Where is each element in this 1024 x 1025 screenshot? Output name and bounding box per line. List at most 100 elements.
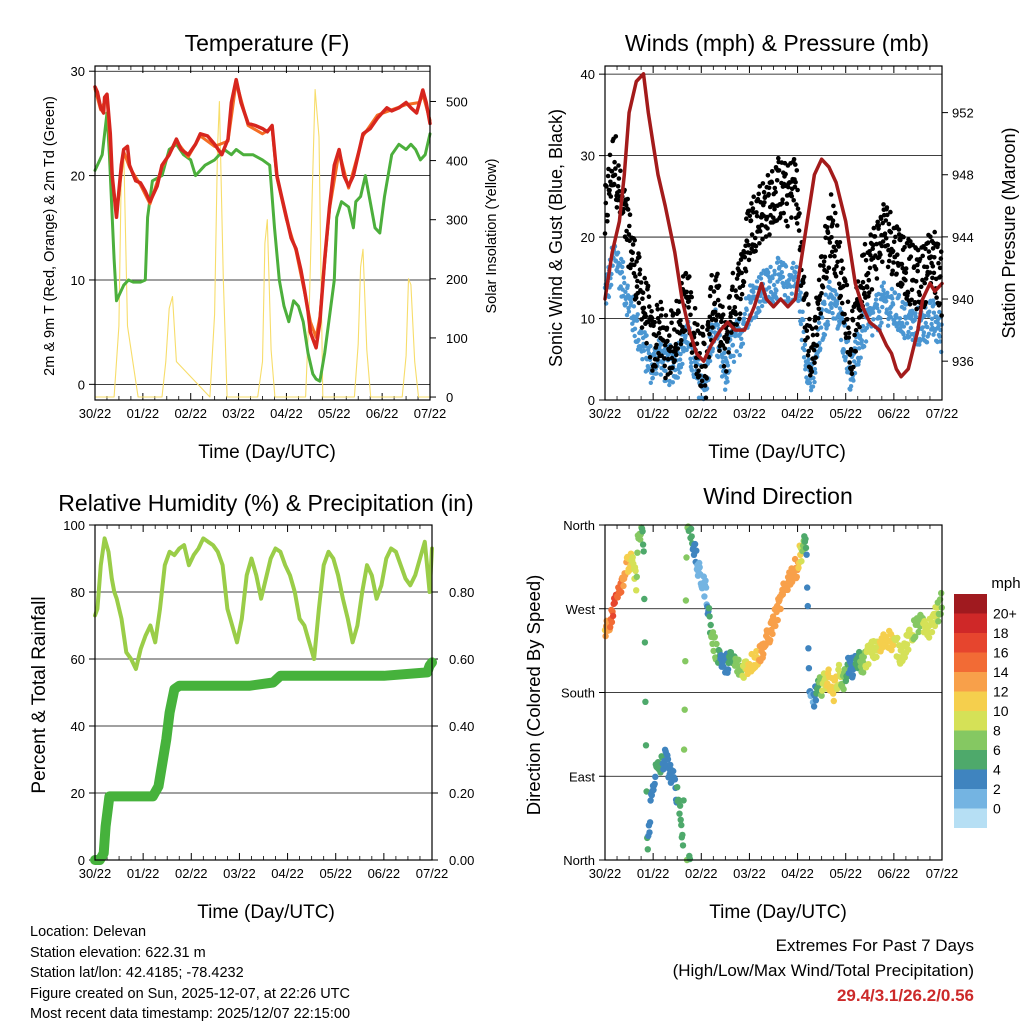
direction-point <box>634 549 641 556</box>
direction-point <box>681 706 688 713</box>
gust-point <box>847 360 852 365</box>
direction-point <box>633 573 640 580</box>
wind-point <box>696 395 702 400</box>
extremes-title: Extremes For Past 7 Days <box>775 936 974 955</box>
gust-point <box>793 162 798 167</box>
gust-point <box>658 299 664 305</box>
wind-point <box>620 264 625 270</box>
gust-point <box>663 313 669 318</box>
gust-point <box>915 262 920 268</box>
gust-point <box>751 194 756 199</box>
wind-point <box>859 338 865 343</box>
gust-point <box>613 134 619 139</box>
gust-point <box>727 294 733 299</box>
gust-point <box>613 166 618 171</box>
gust-point <box>653 364 658 369</box>
direction-title: Wind Direction <box>703 483 853 509</box>
gust-point <box>652 319 657 325</box>
gust-point <box>674 352 679 358</box>
wind-point <box>626 309 632 314</box>
wind-point <box>781 284 787 290</box>
wind-point <box>689 360 694 365</box>
wind-point <box>806 357 811 362</box>
gust-point <box>771 215 776 220</box>
wind-point <box>856 359 861 364</box>
gust-point <box>720 312 726 318</box>
temperature-xtick-label: 30/22 <box>79 406 112 421</box>
wind-point <box>877 323 883 329</box>
winds-xtick-label: 05/22 <box>829 406 862 421</box>
gust-point <box>774 178 780 183</box>
wind-point <box>615 250 621 255</box>
wind-point <box>827 309 832 314</box>
figure-created: Figure created on Sun, 2025-12-07, at 22… <box>30 985 350 1002</box>
station-latlon: Station lat/lon: 42.4185; -78.4232 <box>30 965 244 981</box>
gust-point <box>909 297 914 303</box>
gust-point <box>784 201 790 206</box>
wind-point <box>818 346 823 351</box>
gust-point <box>853 349 858 354</box>
gust-point <box>881 202 886 207</box>
gust-point <box>624 228 629 234</box>
gust-point <box>896 227 902 232</box>
wind-point <box>870 310 876 315</box>
winds-y2tick-label: 948 <box>952 168 974 183</box>
wind-point <box>775 260 780 265</box>
gust-point <box>843 331 848 337</box>
gust-point <box>809 369 815 375</box>
gust-point <box>675 346 681 351</box>
direction-point <box>915 628 922 636</box>
direction-point <box>642 698 649 705</box>
gust-point <box>838 270 844 276</box>
gust-point <box>772 185 778 191</box>
direction-point <box>890 642 897 649</box>
gust-point <box>713 277 718 283</box>
gust-point <box>687 274 692 279</box>
direction-ytick-label: West <box>566 602 596 617</box>
gust-point <box>749 232 755 237</box>
gust-point <box>605 219 610 224</box>
wind-point <box>878 316 883 321</box>
gust-point <box>909 287 915 293</box>
gust-point <box>759 222 765 228</box>
wind-point <box>829 305 834 310</box>
legend-color-box <box>954 652 987 672</box>
gust-point <box>655 357 660 362</box>
gust-point <box>634 284 640 289</box>
wind-point <box>731 359 737 364</box>
gust-point <box>686 298 692 304</box>
wind-point <box>757 299 762 304</box>
wind-point <box>877 309 882 314</box>
humidity-xlabel: Time (Day/UTC) <box>197 902 335 923</box>
gust-point <box>814 332 820 338</box>
gust-point <box>834 263 839 269</box>
gust-point <box>843 278 848 284</box>
temperature-y2tick-label: 400 <box>446 154 468 169</box>
wind-point <box>606 294 612 300</box>
wind-point <box>830 311 835 316</box>
direction-point <box>860 653 867 661</box>
direction-point <box>740 674 747 681</box>
temperature-ytick-label: 0 <box>78 377 85 392</box>
gust-point <box>651 323 656 329</box>
direction-point <box>805 645 812 652</box>
winds-xtick-label: 30/22 <box>589 406 622 421</box>
gust-point <box>616 163 621 168</box>
gust-point <box>903 270 909 276</box>
humidity-ytick-label: 80 <box>71 585 85 600</box>
gust-point <box>762 200 767 205</box>
gust-point <box>902 244 907 250</box>
direction-point <box>696 564 703 571</box>
wind-point <box>890 296 895 301</box>
wind-point <box>808 388 814 393</box>
gust-point <box>913 279 919 284</box>
gust-point <box>662 363 667 369</box>
legend-color-box <box>954 691 987 711</box>
gust-point <box>794 221 800 226</box>
gust-point <box>625 196 630 202</box>
direction-point <box>664 756 672 763</box>
wind-point <box>931 310 937 315</box>
gust-point <box>792 184 798 190</box>
gust-point <box>930 275 935 281</box>
gust-point <box>922 280 927 286</box>
